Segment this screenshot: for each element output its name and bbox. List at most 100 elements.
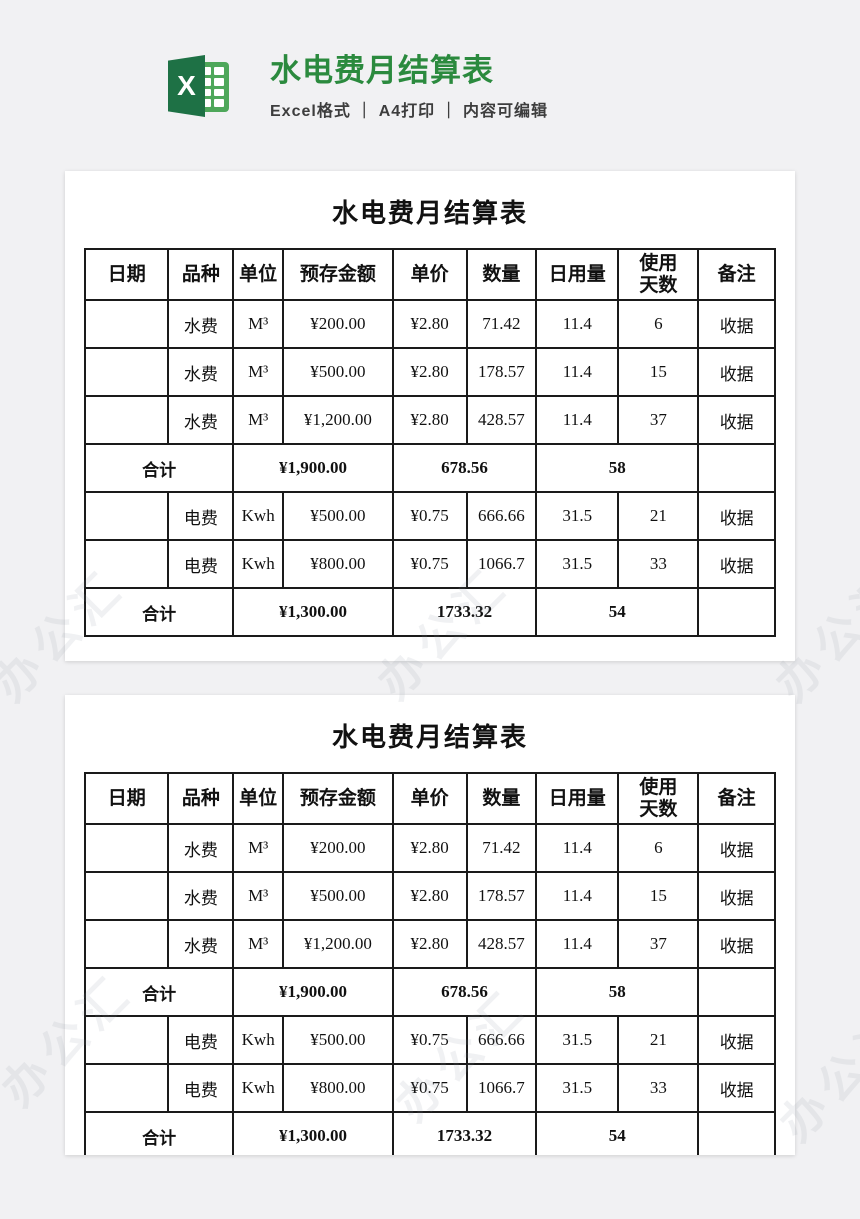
table-cell [697,1111,776,1156]
table-cell: ¥2.80 [391,823,468,874]
electric-row-2: 电费 Kwh ¥800.00 ¥0.75 1066.7 31.5 33 收据 [83,1063,776,1114]
column-header: 预存金额 [282,248,394,302]
settlement-table: 日期 品种 单位 预存金额 单价 数量 日用量 使用 天数 备注 水费 M³ ¥200.00 ¥2.80… [83,248,776,638]
table-cell: ¥500.00 [282,347,394,398]
preview-card-2: 水电费月结算表 日期 品种 单位 预存金额 单价 数量 日用量 使用 天数 备注 水费 M³ ¥200… [65,695,795,1156]
table-cell: 666.66 [465,491,538,542]
water-row-1: 水费 M³ ¥200.00 ¥2.80 71.42 11.4 6 收据 [83,823,776,874]
table-cell: ¥0.75 [391,539,468,590]
table-cell: 71.42 [465,823,538,874]
table-cell: 水费 [167,347,235,398]
table-cell: 电费 [167,539,235,590]
table-cell [83,539,170,590]
table-cell: ¥1,300.00 [232,1111,394,1156]
table-cell: 11.4 [535,823,620,874]
table-cell: M³ [232,347,285,398]
table-cell: ¥200.00 [282,823,394,874]
table-cell: 水费 [167,823,235,874]
table-cell: 1066.7 [465,539,538,590]
table-cell: 1733.32 [391,1111,538,1156]
table-cell: 58 [535,967,700,1018]
table-cell: 水费 [167,299,235,350]
table-cell: 合计 [83,443,235,494]
table-cell: ¥2.80 [391,347,468,398]
column-header: 数量 [465,248,538,302]
electric-row-1: 电费 Kwh ¥500.00 ¥0.75 666.66 31.5 21 收据 [83,1015,776,1066]
table-cell: 收据 [697,823,776,874]
table-cell [697,967,776,1018]
table-cell: 54 [535,1111,700,1156]
table-cell: 收据 [697,299,776,350]
table-cell: 收据 [697,395,776,446]
table-cell: ¥2.80 [391,395,468,446]
table-cell: 收据 [697,347,776,398]
sheet-title: 水电费月结算表 [331,199,528,229]
table-cell: ¥500.00 [282,1015,394,1066]
excel-logo-icon: X [168,54,232,120]
electric-total-row: 合计 ¥1,300.00 1733.32 54 [83,587,776,638]
table-cell: Kwh [232,1015,285,1066]
table-cell [697,587,776,638]
table-cell: 收据 [697,491,776,542]
column-header: 品种 [167,248,235,302]
table-cell: ¥0.75 [391,1063,468,1114]
table-cell: 21 [617,491,700,542]
table-cell: Kwh [232,1063,285,1114]
water-row-3: 水费 M³ ¥1,200.00 ¥2.80 428.57 11.4 37 收据 [83,395,776,446]
table-cell: 合计 [83,967,235,1018]
table-cell: 33 [617,539,700,590]
table-cell: 15 [617,347,700,398]
table-cell: ¥1,300.00 [232,587,394,638]
table-cell: 11.4 [535,299,620,350]
water-row-2: 水费 M³ ¥500.00 ¥2.80 178.57 11.4 15 收据 [83,347,776,398]
table-cell: 666.66 [465,1015,538,1066]
table-cell: 6 [617,823,700,874]
column-header: 日用量 [535,772,620,826]
table-cell: 678.56 [391,443,538,494]
table-cell: 电费 [167,491,235,542]
table-cell: ¥800.00 [282,539,394,590]
table-cell: ¥200.00 [282,299,394,350]
water-row-2: 水费 M³ ¥500.00 ¥2.80 178.57 11.4 15 收据 [83,871,776,922]
table-cell: ¥1,200.00 [282,395,394,446]
table-cell: ¥1,900.00 [232,443,394,494]
table-cell: 31.5 [535,1015,620,1066]
table-cell: ¥500.00 [282,871,394,922]
column-header: 备注 [697,772,776,826]
table-cell: 1066.7 [465,1063,538,1114]
table-cell: 678.56 [391,967,538,1018]
table-cell: ¥1,900.00 [232,967,394,1018]
table-cell: 1733.32 [391,587,538,638]
table-cell: 71.42 [465,299,538,350]
page-title: 水电费月结算表 [270,53,494,88]
table-cell [83,1015,170,1066]
table-cell: 收据 [697,871,776,922]
table-cell: 428.57 [465,395,538,446]
table-cell: 58 [535,443,700,494]
table-cell: 11.4 [535,395,620,446]
table-cell [83,871,170,922]
excel-x-badge: X [168,55,205,117]
water-total-row: 合计 ¥1,900.00 678.56 58 [83,967,776,1018]
electric-row-2: 电费 Kwh ¥800.00 ¥0.75 1066.7 31.5 33 收据 [83,539,776,590]
column-header: 日用量 [535,248,620,302]
table-cell: 178.57 [465,347,538,398]
table-cell [697,443,776,494]
table-cell: 收据 [697,1063,776,1114]
column-header: 品种 [167,772,235,826]
table-cell: 电费 [167,1015,235,1066]
water-total-row: 合计 ¥1,900.00 678.56 58 [83,443,776,494]
table-cell: 11.4 [535,347,620,398]
table-cell: ¥0.75 [391,1015,468,1066]
table-cell: 33 [617,1063,700,1114]
table-cell: 37 [617,919,700,970]
table-cell: M³ [232,395,285,446]
table-cell: 428.57 [465,919,538,970]
table-cell [83,1063,170,1114]
table-cell: 31.5 [535,539,620,590]
column-header: 使用 天数 [617,248,700,302]
table-cell: 6 [617,299,700,350]
table-cell [83,299,170,350]
settlement-table: 日期 品种 单位 预存金额 单价 数量 日用量 使用 天数 备注 水费 M³ ¥200.00 ¥2.80… [83,772,776,1156]
